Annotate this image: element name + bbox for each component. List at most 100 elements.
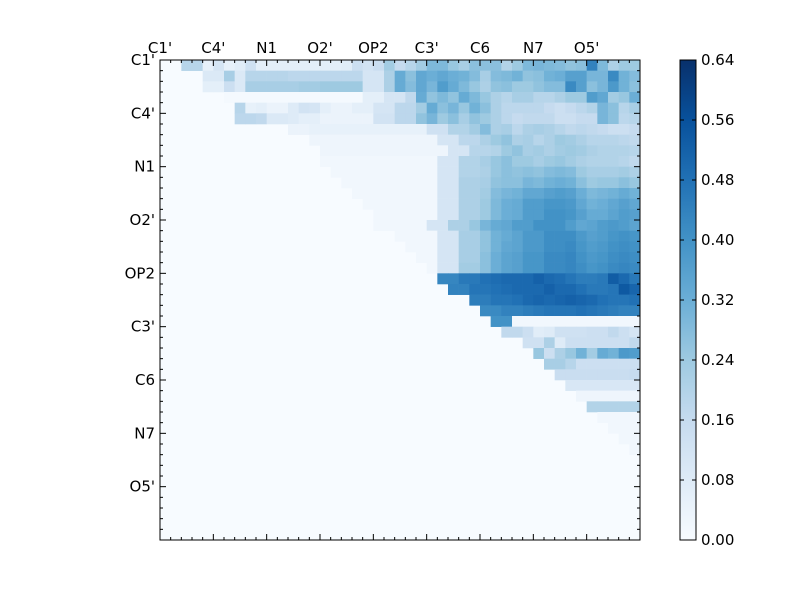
heatmap-cell [522, 124, 534, 135]
heatmap-cell [213, 60, 225, 71]
heatmap-cell [480, 70, 491, 82]
heatmap-cell [501, 220, 513, 231]
heatmap-cell [629, 284, 641, 295]
axis-ticks [159, 59, 641, 541]
heatmap-cell [533, 113, 545, 125]
heatmap-cell [448, 102, 459, 114]
heatmap-cell [320, 60, 331, 71]
heatmap-cell [608, 70, 619, 82]
heatmap-cell [416, 113, 427, 125]
heatmap-cell [458, 230, 470, 242]
heatmap-cell [469, 198, 481, 210]
heatmap-cell [405, 92, 417, 103]
heatmap-cell [629, 145, 641, 157]
heatmap-cell [533, 252, 545, 263]
heatmap-cell [608, 262, 619, 274]
heatmap-cell [437, 145, 449, 157]
heatmap-cell [448, 134, 459, 146]
heatmap-cell [298, 92, 310, 103]
heatmap-cell [341, 92, 353, 103]
heatmap-cell [352, 70, 363, 82]
heatmap-cell [309, 124, 321, 135]
heatmap-cell [480, 166, 491, 178]
heatmap-cell [469, 177, 481, 189]
heatmap-cell [490, 294, 502, 306]
heatmap-cell [554, 145, 566, 157]
heatmap-cell [554, 348, 566, 359]
heatmap-cell [394, 198, 406, 210]
heatmap-cell [618, 380, 630, 391]
heatmap-cell [448, 241, 459, 253]
heatmap-cell [512, 262, 523, 274]
heatmap-cell [608, 166, 619, 178]
heatmap-cell [629, 348, 641, 359]
heatmap-cell [586, 124, 598, 135]
heatmap-cell [565, 241, 577, 253]
heatmap-cell [416, 81, 427, 93]
heatmap-cell [544, 81, 555, 93]
heatmap-cell [586, 60, 598, 71]
heatmap-cell [352, 60, 363, 71]
heatmap-cell [586, 284, 598, 295]
heatmap-cell [618, 284, 630, 295]
heatmap-cell [341, 134, 353, 146]
heatmap-cell [490, 284, 502, 295]
heatmap-cell [384, 220, 395, 231]
heatmap-cell [576, 177, 587, 189]
heatmap-cell [544, 70, 555, 82]
heatmap-cell [277, 70, 289, 82]
heatmap-cell [458, 241, 470, 253]
heatmap-cell [554, 188, 566, 199]
heatmap-cell [586, 401, 598, 413]
heatmap-cell [512, 209, 523, 221]
heatmap-cell [554, 156, 566, 167]
heatmap-cell [288, 70, 299, 82]
heatmap-cell [309, 113, 321, 125]
heatmap-cell [437, 60, 449, 71]
heatmap-cell [629, 198, 641, 210]
heatmap-cell [373, 113, 385, 125]
heatmap-cell [512, 81, 523, 93]
y-tick-label: OP2 [125, 264, 155, 282]
x-tick-label: C3' [415, 39, 439, 57]
heatmap-cell [480, 134, 491, 146]
heatmap-cell [565, 92, 577, 103]
heatmap-cell [490, 81, 502, 93]
heatmap-cell [448, 273, 459, 285]
heatmap-cell [576, 166, 587, 178]
heatmap-cell [554, 326, 566, 338]
heatmap-cell [480, 220, 491, 231]
heatmap-cell [533, 337, 545, 349]
heatmap-cell [544, 113, 555, 125]
heatmap-cell [437, 113, 449, 125]
heatmap-cell [618, 412, 630, 423]
heatmap-cell [565, 81, 577, 93]
heatmap-cell [490, 134, 502, 146]
heatmap-cell [266, 113, 278, 125]
heatmap-cell [384, 134, 395, 146]
heatmap-cell [437, 166, 449, 178]
heatmap-cell [405, 60, 417, 71]
heatmap-cell [448, 166, 459, 178]
heatmap-cell [629, 358, 641, 370]
heatmap-cell [480, 284, 491, 295]
heatmap-cell [576, 156, 587, 167]
heatmap-cell [522, 241, 534, 253]
x-tick-label: C4' [201, 39, 225, 57]
heatmap-cell [501, 241, 513, 253]
heatmap-cell [586, 273, 598, 285]
heatmap-cell [320, 102, 331, 114]
heatmap-cell [576, 60, 587, 71]
heatmap-cell [480, 241, 491, 253]
heatmap-cell [608, 188, 619, 199]
heatmap-cell [608, 113, 619, 125]
heatmap-cell [533, 209, 545, 221]
heatmap-cell [416, 252, 427, 263]
heatmap-cell [565, 177, 577, 189]
heatmap-cell [234, 102, 246, 114]
heatmap-cell [544, 177, 555, 189]
heatmap-cell [554, 369, 566, 381]
heatmap-cell [512, 316, 523, 327]
heatmap-cell [426, 113, 438, 125]
heatmap-cell [256, 92, 267, 103]
